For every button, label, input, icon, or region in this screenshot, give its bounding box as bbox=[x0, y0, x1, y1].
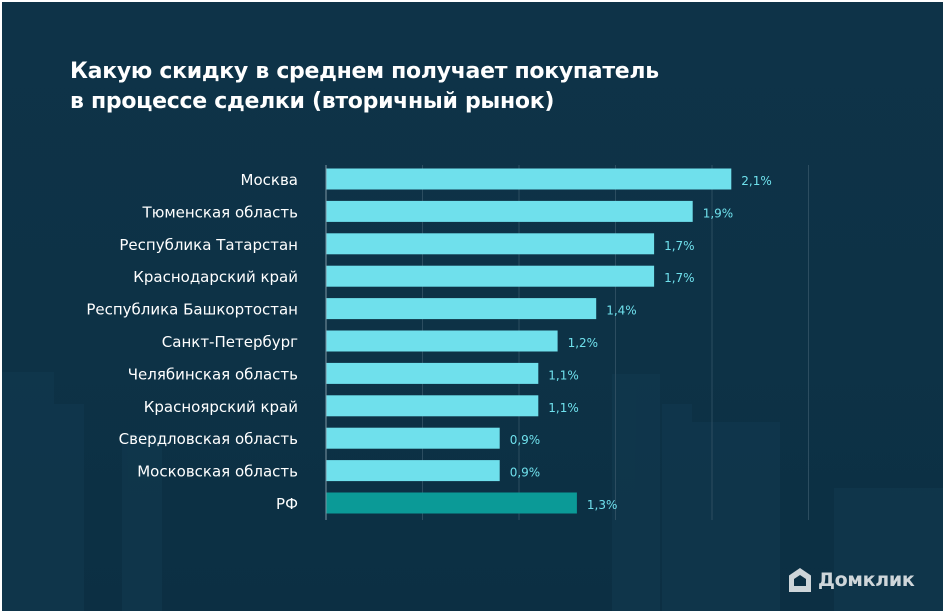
bar-9 bbox=[326, 427, 500, 449]
chart-title-line-2: в процессе сделки (вторичный рынок) bbox=[70, 89, 555, 114]
bar-8 bbox=[326, 395, 539, 417]
value-label: 1,9% bbox=[703, 206, 734, 220]
category-label: Санкт-Петербург bbox=[162, 333, 298, 351]
category-label: Челябинская область bbox=[128, 365, 298, 383]
category-label: Тюменская область bbox=[142, 203, 298, 221]
bar-6 bbox=[326, 330, 558, 352]
category-label: Республика Татарстан bbox=[119, 236, 298, 254]
category-label: Московская область bbox=[137, 463, 298, 481]
category-label: Краснодарский край bbox=[133, 268, 298, 286]
bar-4 bbox=[326, 265, 655, 287]
value-label: 0,9% bbox=[510, 433, 541, 447]
bar-1 bbox=[326, 168, 732, 190]
value-label: 1,7% bbox=[664, 239, 695, 253]
category-label: Москва bbox=[241, 171, 298, 189]
value-label: 1,7% bbox=[664, 271, 695, 285]
category-label: Красноярский край bbox=[144, 398, 298, 416]
value-label: 1,2% bbox=[568, 336, 599, 350]
value-label: 1,1% bbox=[548, 401, 579, 415]
bar-7 bbox=[326, 362, 539, 384]
category-label: РФ bbox=[276, 495, 298, 513]
bar-11 bbox=[326, 492, 577, 514]
house-icon bbox=[789, 568, 811, 592]
bar-2 bbox=[326, 200, 693, 222]
brand-name: Домклик bbox=[818, 569, 915, 591]
bar-10 bbox=[326, 460, 500, 482]
chart-title: Какую скидку в среднем получает покупате… bbox=[70, 57, 770, 117]
category-label: Республика Башкортостан bbox=[86, 301, 298, 319]
value-label: 1,4% bbox=[606, 304, 637, 318]
brand-logo: Домклик bbox=[788, 566, 915, 594]
value-label: 1,3% bbox=[587, 498, 618, 512]
value-label: 0,9% bbox=[510, 466, 541, 480]
value-label: 2,1% bbox=[741, 174, 772, 188]
category-label: Свердловская область bbox=[119, 430, 298, 448]
bar-3 bbox=[326, 233, 655, 255]
value-label: 1,1% bbox=[548, 368, 579, 382]
chart-title-line-1: Какую скидку в среднем получает покупате… bbox=[70, 59, 659, 84]
bar-5 bbox=[326, 298, 597, 320]
